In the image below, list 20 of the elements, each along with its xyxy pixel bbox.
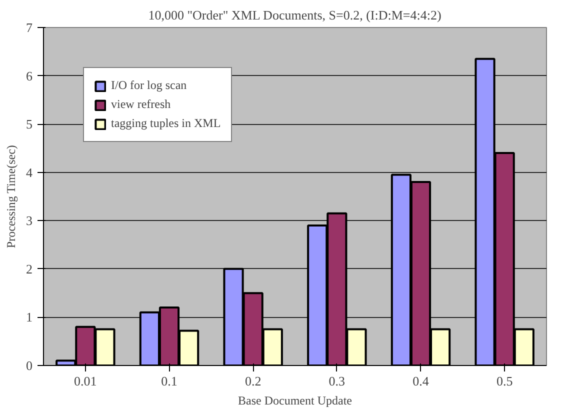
y-tick-label: 5	[26, 116, 32, 132]
y-tick-label: 6	[26, 68, 33, 84]
y-axis-title: Processing Time(sec)	[4, 145, 18, 248]
x-tick-label: 0.4	[412, 374, 430, 388]
y-tick-label: 7	[26, 20, 33, 35]
x-tick-label: 0.01	[74, 374, 97, 388]
x-tick-label: 0.3	[328, 374, 346, 388]
y-tick-label: 0	[26, 358, 32, 373]
x-tick-label: 0.5	[496, 374, 513, 388]
x-tick-label: 0.2	[244, 374, 262, 388]
legend-label: tagging tuples in XML	[111, 116, 221, 131]
legend-label: I/O for log scan	[111, 78, 187, 93]
x-tick-label: 0.1	[161, 374, 178, 388]
legend-label: view refresh	[111, 97, 171, 112]
x-axis-title: Base Document Update	[238, 394, 352, 408]
y-tick-label: 4	[26, 164, 33, 180]
chart-title: 10,000 "Order" XML Documents, S=0.2, (I:D:M=4:4:2)	[148, 8, 442, 22]
y-tick-label: 3	[26, 213, 32, 228]
y-tick-label: 2	[26, 261, 32, 276]
y-tick-label: 1	[26, 310, 32, 325]
